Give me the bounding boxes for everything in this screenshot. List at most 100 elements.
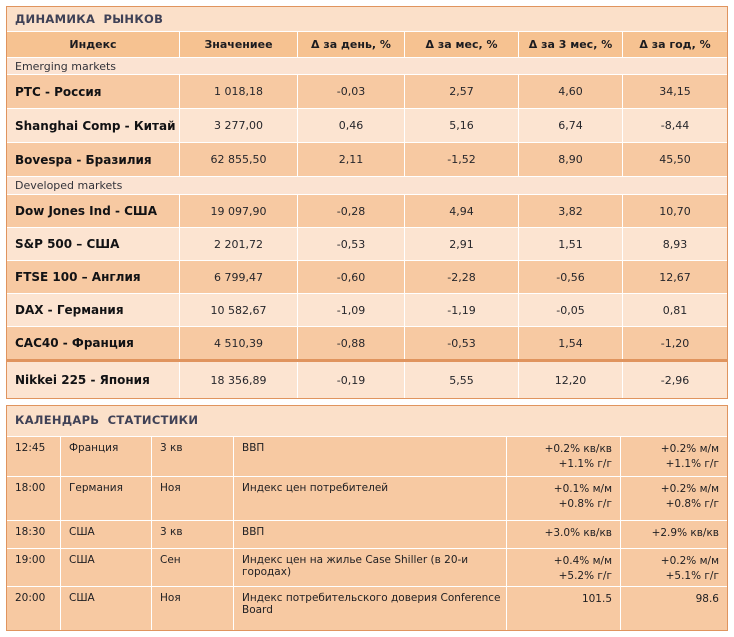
delta-month: 5,55 [404, 362, 518, 398]
event-forecast: +0.2% кв/кв +1.1% г/г [506, 437, 620, 476]
index-value: 2 201,72 [179, 228, 297, 260]
section-emerging-markets: Emerging markets [7, 57, 727, 74]
delta-year: -8,44 [622, 109, 727, 142]
event-name: Индекс цен потребителей [233, 477, 506, 520]
index-name: Dow Jones Ind - США [15, 204, 158, 218]
calendar-row-usa-caseshiller: 19:00 США Сен Индекс цен на жилье Case S… [7, 548, 727, 586]
delta-day: -1,09 [297, 294, 404, 326]
calendar-panel: КАЛЕНДАРЬ СТАТИСТИКИ 12:45 Франция 3 кв … [6, 405, 728, 631]
delta-3month: 6,74 [518, 109, 622, 142]
markets-header-day: Δ за день, % [297, 32, 404, 57]
delta-3month: -0,56 [518, 261, 622, 293]
index-name: РТС - Россия [15, 84, 102, 99]
index-name: Shanghai Comp - Китай [15, 118, 176, 133]
event-time: 18:00 [15, 482, 46, 494]
index-value: 19 097,90 [179, 195, 297, 227]
table-row-shanghai: Shanghai Comp - Китай 3 277,00 0,46 5,16… [7, 108, 727, 142]
calendar-row-usa-confboard: 20:00 США Ноя Индекс потребительского до… [7, 586, 727, 630]
table-row-sp500: S&P 500 – США 2 201,72 -0,53 2,91 1,51 8… [7, 227, 727, 260]
table-row-dowjones: Dow Jones Ind - США 19 097,90 -0,28 4,94… [7, 194, 727, 227]
index-value: 10 582,67 [179, 294, 297, 326]
delta-year: 45,50 [622, 143, 727, 176]
event-forecast: +0.1% м/м +0.8% г/г [506, 477, 620, 520]
event-forecast: +3.0% кв/кв [506, 521, 620, 548]
delta-year: 0,81 [622, 294, 727, 326]
delta-month: -1,52 [404, 143, 518, 176]
event-time: 20:00 [15, 592, 46, 604]
index-value: 18 356,89 [179, 362, 297, 398]
table-row-rts: РТС - Россия 1 018,18 -0,03 2,57 4,60 34… [7, 74, 727, 108]
delta-day: -0,19 [297, 362, 404, 398]
delta-3month: 4,60 [518, 75, 622, 108]
delta-month: -0,53 [404, 327, 518, 359]
index-value: 6 799,47 [179, 261, 297, 293]
table-row-cac40: CAC40 - Франция 4 510,39 -0,88 -0,53 1,5… [7, 326, 727, 359]
calendar-panel-title: КАЛЕНДАРЬ СТАТИСТИКИ [7, 406, 727, 436]
event-country: США [60, 587, 151, 630]
index-name: FTSE 100 – Англия [15, 270, 141, 284]
index-value: 3 277,00 [179, 109, 297, 142]
markets-panel: ДИНАМИКА РЫНКОВ Индекс Значениее Δ за де… [6, 6, 728, 399]
index-value: 1 018,18 [179, 75, 297, 108]
event-time: 19:00 [15, 554, 46, 566]
delta-3month: -0,05 [518, 294, 622, 326]
event-name: Индекс потребительского доверия Conferen… [233, 587, 506, 630]
delta-year: 12,67 [622, 261, 727, 293]
event-country: США [60, 549, 151, 586]
event-previous: 98.6 [620, 587, 727, 630]
delta-month: -1,19 [404, 294, 518, 326]
event-previous: +0.2% м/м +1.1% г/г [620, 437, 727, 476]
markets-panel-title: ДИНАМИКА РЫНКОВ [7, 7, 727, 31]
delta-year: 34,15 [622, 75, 727, 108]
delta-year: 8,93 [622, 228, 727, 260]
event-country: США [60, 521, 151, 548]
delta-3month: 12,20 [518, 362, 622, 398]
markets-header-row: Индекс Значениее Δ за день, % Δ за мес, … [7, 31, 727, 57]
markets-header-value: Значениее [179, 32, 297, 57]
event-country: Франция [60, 437, 151, 476]
delta-day: -0,88 [297, 327, 404, 359]
index-name: DAX - Германия [15, 303, 124, 317]
index-name: Bovespa - Бразилия [15, 152, 152, 167]
event-period: 3 кв [151, 521, 233, 548]
table-row-nikkei: Nikkei 225 - Япония 18 356,89 -0,19 5,55… [7, 359, 727, 398]
delta-day: -0,03 [297, 75, 404, 108]
delta-year: -1,20 [622, 327, 727, 359]
section-developed-markets: Developed markets [7, 176, 727, 194]
event-name: ВВП [233, 437, 506, 476]
event-time: 18:30 [15, 526, 46, 538]
index-name: CAC40 - Франция [15, 336, 134, 350]
delta-3month: 1,51 [518, 228, 622, 260]
event-period: Сен [151, 549, 233, 586]
delta-day: -0,28 [297, 195, 404, 227]
delta-3month: 8,90 [518, 143, 622, 176]
event-previous: +0.2% м/м +5.1% г/г [620, 549, 727, 586]
markets-header-year: Δ за год, % [622, 32, 727, 57]
index-value: 62 855,50 [179, 143, 297, 176]
markets-header-3month: Δ за 3 мес, % [518, 32, 622, 57]
event-forecast: +0.4% м/м +5.2% г/г [506, 549, 620, 586]
delta-day: 2,11 [297, 143, 404, 176]
index-name: S&P 500 – США [15, 237, 120, 251]
event-country: Германия [60, 477, 151, 520]
event-period: Ноя [151, 477, 233, 520]
event-previous: +2.9% кв/кв [620, 521, 727, 548]
calendar-row-germany-cpi: 18:00 Германия Ноя Индекс цен потребител… [7, 476, 727, 520]
delta-day: -0,53 [297, 228, 404, 260]
delta-year: 10,70 [622, 195, 727, 227]
delta-3month: 3,82 [518, 195, 622, 227]
table-row-ftse: FTSE 100 – Англия 6 799,47 -0,60 -2,28 -… [7, 260, 727, 293]
event-period: 3 кв [151, 437, 233, 476]
index-name: Nikkei 225 - Япония [15, 373, 150, 387]
delta-day: 0,46 [297, 109, 404, 142]
calendar-row-usa-gdp: 18:30 США 3 кв ВВП +3.0% кв/кв +2.9% кв/… [7, 520, 727, 548]
event-forecast: 101.5 [506, 587, 620, 630]
delta-year: -2,96 [622, 362, 727, 398]
table-row-bovespa: Bovespa - Бразилия 62 855,50 2,11 -1,52 … [7, 142, 727, 176]
delta-month: -2,28 [404, 261, 518, 293]
delta-month: 4,94 [404, 195, 518, 227]
index-value: 4 510,39 [179, 327, 297, 359]
table-row-dax: DAX - Германия 10 582,67 -1,09 -1,19 -0,… [7, 293, 727, 326]
delta-month: 2,57 [404, 75, 518, 108]
